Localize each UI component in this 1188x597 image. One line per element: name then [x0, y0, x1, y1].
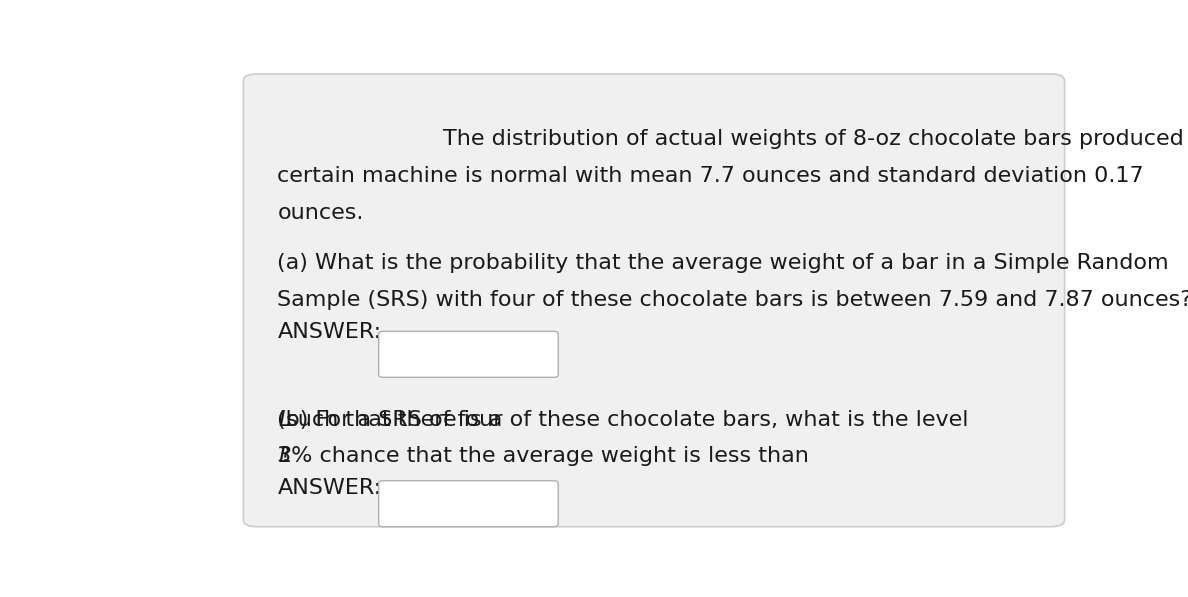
Text: (b) For a SRS of four of these chocolate bars, what is the level: (b) For a SRS of four of these chocolate… — [278, 410, 977, 429]
FancyBboxPatch shape — [379, 331, 558, 377]
Text: ANSWER:: ANSWER: — [278, 478, 381, 498]
Text: Sample (SRS) with four of these chocolate bars is between 7.59 and 7.87 ounces?: Sample (SRS) with four of these chocolat… — [278, 290, 1188, 310]
Text: ANSWER:: ANSWER: — [278, 322, 381, 342]
Text: ounces.: ounces. — [278, 202, 364, 223]
Text: 3% chance that the average weight is less than: 3% chance that the average weight is les… — [278, 447, 816, 466]
Text: (a) What is the probability that the average weight of a bar in a Simple Random: (a) What is the probability that the ave… — [278, 253, 1169, 273]
Text: certain machine is normal with mean 7.7 ounces and standard deviation 0.17: certain machine is normal with mean 7.7 … — [278, 166, 1144, 186]
Text: L: L — [278, 447, 291, 466]
Text: such that there is a: such that there is a — [279, 410, 503, 429]
Text: L: L — [278, 410, 291, 429]
Text: The distribution of actual weights of 8-oz chocolate bars produced by a: The distribution of actual weights of 8-… — [443, 129, 1188, 149]
Text: ?: ? — [279, 447, 291, 466]
FancyBboxPatch shape — [379, 481, 558, 527]
FancyBboxPatch shape — [244, 74, 1064, 527]
